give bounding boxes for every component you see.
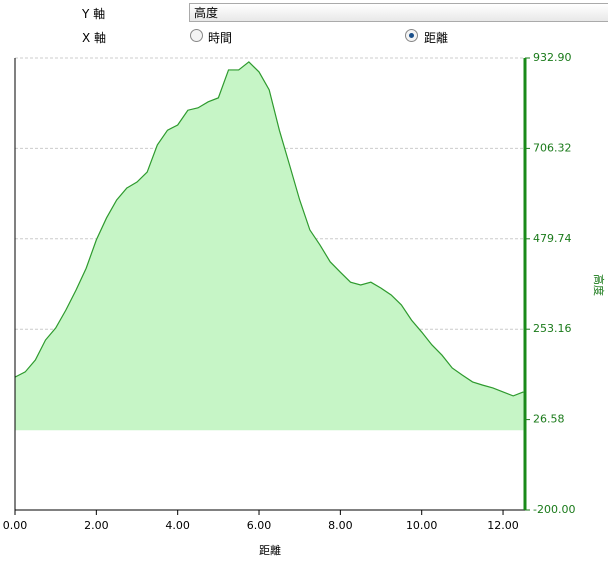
radio-distance[interactable]	[405, 29, 418, 42]
x-tick-label: 12.00	[487, 519, 519, 532]
y-tick-label: -200.00	[533, 503, 575, 516]
y-tick-label: 26.58	[533, 413, 565, 426]
x-axis-label: X 軸	[82, 31, 107, 45]
radio-distance-label[interactable]: 距離	[424, 31, 449, 45]
area-fill	[15, 61, 524, 431]
y-axis-title: 高度	[592, 274, 606, 296]
y-tick-label: 253.16	[533, 322, 572, 335]
y-tick-label: 706.32	[533, 141, 572, 154]
radio-time-label[interactable]: 時間	[208, 31, 233, 45]
x-tick-label: 4.00	[165, 519, 190, 532]
area-line	[14, 61, 524, 397]
y-tick-label: 932.90	[533, 51, 572, 64]
y-axis-label: Y 軸	[82, 7, 106, 21]
x-tick-label: 8.00	[328, 519, 353, 532]
x-tick-label: 2.00	[84, 519, 109, 532]
x-tick-label: 10.00	[406, 519, 438, 532]
x-tick-label: 0.00	[3, 519, 28, 532]
y-tick-label: 479.74	[533, 232, 572, 245]
y-axis-dropdown[interactable]: 高度	[189, 3, 608, 22]
radio-time[interactable]	[190, 29, 203, 42]
x-axis-title: 距離	[259, 543, 281, 557]
x-tick-label: 6.00	[247, 519, 272, 532]
